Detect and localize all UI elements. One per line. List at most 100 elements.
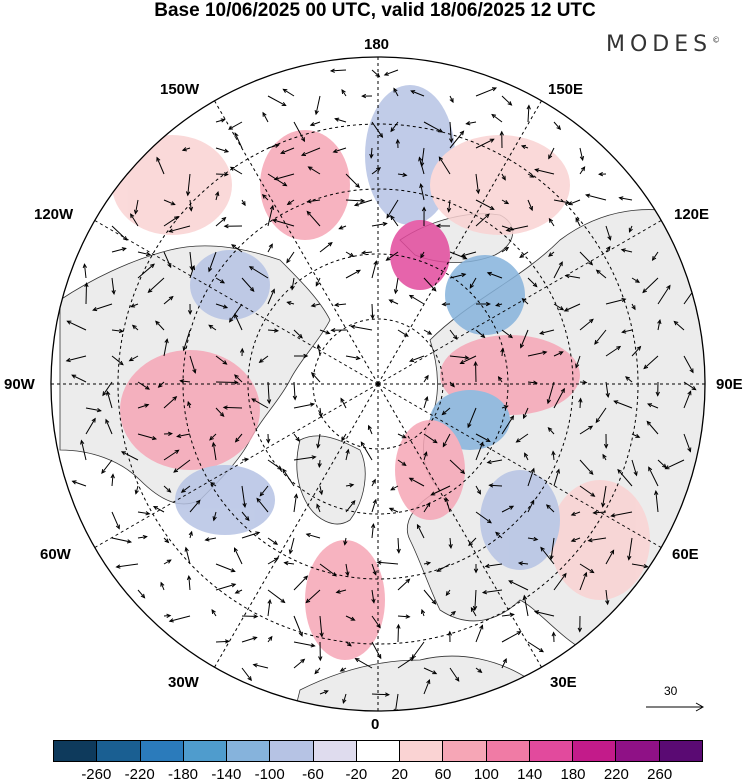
wind-vector xyxy=(286,301,295,306)
colorbar-swatch xyxy=(443,741,487,761)
wind-vector xyxy=(395,138,400,149)
wind-vector xyxy=(189,499,201,513)
wind-vector xyxy=(273,173,295,181)
wind-vector xyxy=(267,598,272,617)
wind-vector xyxy=(163,338,169,357)
wind-vector xyxy=(527,350,548,357)
wind-vector xyxy=(345,251,355,257)
lon-label-180: 180 xyxy=(364,36,390,53)
wind-vector xyxy=(409,355,425,363)
wind-vector xyxy=(601,485,607,508)
wind-vector xyxy=(397,329,409,337)
wind-vector xyxy=(314,95,321,116)
wind-vector xyxy=(467,407,477,429)
wind-vector xyxy=(354,657,373,669)
wind-vector xyxy=(111,328,125,334)
wind-vector xyxy=(397,614,411,619)
wind-vector xyxy=(549,537,555,561)
wind-vector xyxy=(310,371,321,383)
wind-vector xyxy=(551,631,556,643)
wind-vector xyxy=(187,303,193,316)
wind-vector xyxy=(293,455,317,461)
wind-vector xyxy=(386,199,399,219)
wind-vector xyxy=(598,171,607,177)
wind-vector xyxy=(500,347,505,357)
wind-vector xyxy=(293,353,309,359)
wind-vector xyxy=(266,433,271,444)
wind-vector xyxy=(393,277,399,295)
wind-vector xyxy=(130,303,139,308)
wind-vector xyxy=(105,418,113,435)
wind-vector xyxy=(163,559,172,565)
colorbar-tick-label: -180 xyxy=(167,766,199,783)
wind-vector xyxy=(267,589,286,604)
wind-vector xyxy=(524,452,529,461)
wind-vector xyxy=(293,329,303,339)
colorbar xyxy=(53,740,703,762)
wind-vector xyxy=(548,251,555,257)
wind-vector xyxy=(436,563,451,572)
wind-vector xyxy=(397,459,407,467)
colorbar-swatch xyxy=(356,741,401,761)
wind-vector xyxy=(683,390,692,409)
wind-vector xyxy=(410,90,425,97)
wind-vector xyxy=(256,497,269,513)
lon-label-90w: 90W xyxy=(4,376,35,393)
wind-vector xyxy=(343,537,348,546)
wind-vector xyxy=(361,93,373,99)
wind-vector xyxy=(449,95,454,104)
colorbar-tick-label: -100 xyxy=(254,766,285,783)
wind-vector xyxy=(501,612,515,618)
anomaly-pos-chukotka xyxy=(390,220,450,290)
wind-vector xyxy=(522,594,529,617)
wind-vector xyxy=(316,343,321,357)
wind-vector xyxy=(345,483,355,488)
wind-vector xyxy=(397,578,411,591)
wind-vector xyxy=(575,217,581,227)
anomaly-neg-europe xyxy=(480,470,560,570)
wind-vector xyxy=(618,196,633,201)
wind-vector xyxy=(215,380,239,385)
lon-label-120e: 120E xyxy=(674,206,710,223)
wind-vector xyxy=(239,347,245,357)
anomaly-pos-bering xyxy=(260,130,350,240)
wind-vector xyxy=(306,199,321,204)
wind-vector xyxy=(605,225,612,241)
wind-vector xyxy=(371,563,377,576)
wind-vector xyxy=(215,277,226,284)
wind-vector xyxy=(360,250,373,255)
wind-vector xyxy=(617,468,633,487)
wind-vector xyxy=(241,511,250,522)
wind-vector xyxy=(305,589,321,604)
wind-vector xyxy=(654,490,659,513)
wind-vector xyxy=(651,251,659,261)
wind-vector xyxy=(215,172,229,177)
wind-vector xyxy=(92,303,113,312)
wind-vector xyxy=(631,277,641,283)
wind-vector xyxy=(469,277,477,289)
wind-vector xyxy=(317,459,322,469)
wind-vector xyxy=(594,329,607,345)
wind-vector xyxy=(519,251,529,259)
wind-vector xyxy=(267,204,275,227)
wind-vector xyxy=(441,302,451,307)
wind-vector xyxy=(526,104,531,123)
wind-vector xyxy=(188,530,193,539)
wind-vector xyxy=(234,132,243,149)
wind-vector xyxy=(234,374,243,383)
wind-vector xyxy=(215,118,226,123)
wind-vector xyxy=(564,273,581,279)
lon-label-30e: 30E xyxy=(550,674,577,691)
wind-vector xyxy=(449,355,470,360)
wind-vector xyxy=(553,572,567,591)
wind-vector xyxy=(539,329,555,335)
wind-vector xyxy=(546,381,555,405)
wind-vector xyxy=(85,407,102,413)
wind-vector xyxy=(390,485,399,491)
wind-vector xyxy=(388,507,399,513)
wind-vector xyxy=(646,403,659,409)
wind-vector xyxy=(383,69,399,76)
wind-vector xyxy=(605,297,627,305)
colorbar-swatch xyxy=(400,741,444,761)
wind-vector xyxy=(579,425,594,435)
